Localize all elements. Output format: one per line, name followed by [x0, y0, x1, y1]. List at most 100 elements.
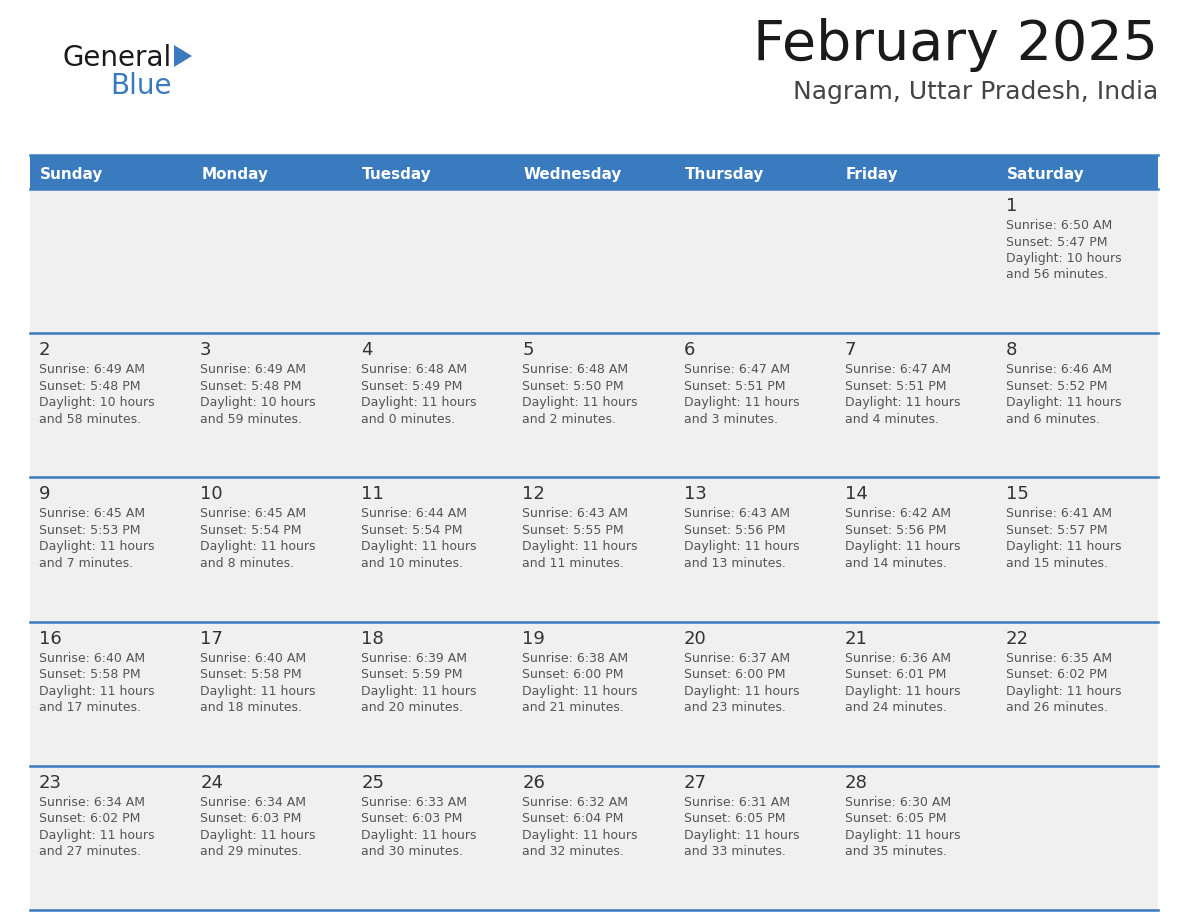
Text: Sunset: 5:48 PM: Sunset: 5:48 PM [200, 380, 302, 393]
Bar [191, 189, 353, 333]
Bar [513, 189, 675, 333]
Bar [353, 189, 513, 333]
Text: 28: 28 [845, 774, 867, 792]
Text: Daylight: 11 hours: Daylight: 11 hours [683, 541, 800, 554]
Text: and 2 minutes.: and 2 minutes. [523, 413, 617, 426]
Text: 4: 4 [361, 341, 373, 359]
Text: and 29 minutes.: and 29 minutes. [200, 845, 302, 858]
Bar [835, 189, 997, 333]
Text: and 10 minutes.: and 10 minutes. [361, 557, 463, 570]
Text: Sunset: 5:49 PM: Sunset: 5:49 PM [361, 380, 462, 393]
Text: Daylight: 11 hours: Daylight: 11 hours [845, 541, 960, 554]
Bar [191, 333, 353, 477]
Text: Sunrise: 6:41 AM: Sunrise: 6:41 AM [1006, 508, 1112, 521]
Bar [997, 477, 1158, 621]
Text: Sunset: 5:54 PM: Sunset: 5:54 PM [200, 524, 302, 537]
Text: 16: 16 [39, 630, 62, 647]
Bar [513, 333, 675, 477]
Text: 11: 11 [361, 486, 384, 503]
Text: 19: 19 [523, 630, 545, 647]
Text: Sunrise: 6:37 AM: Sunrise: 6:37 AM [683, 652, 790, 665]
Text: Daylight: 10 hours: Daylight: 10 hours [39, 397, 154, 409]
Text: Sunrise: 6:43 AM: Sunrise: 6:43 AM [683, 508, 790, 521]
Bar [30, 333, 191, 477]
Text: Sunset: 5:54 PM: Sunset: 5:54 PM [361, 524, 463, 537]
Text: Sunrise: 6:34 AM: Sunrise: 6:34 AM [200, 796, 307, 809]
Text: Sunset: 6:03 PM: Sunset: 6:03 PM [200, 812, 302, 825]
Bar [675, 477, 835, 621]
Text: and 11 minutes.: and 11 minutes. [523, 557, 625, 570]
Text: Daylight: 11 hours: Daylight: 11 hours [683, 829, 800, 842]
Text: and 20 minutes.: and 20 minutes. [361, 701, 463, 714]
Text: 10: 10 [200, 486, 223, 503]
Text: Sunset: 5:58 PM: Sunset: 5:58 PM [39, 668, 140, 681]
Bar [675, 333, 835, 477]
Text: Sunset: 6:05 PM: Sunset: 6:05 PM [683, 812, 785, 825]
Text: and 56 minutes.: and 56 minutes. [1006, 268, 1108, 282]
Text: Daylight: 11 hours: Daylight: 11 hours [361, 685, 476, 698]
Text: Sunrise: 6:38 AM: Sunrise: 6:38 AM [523, 652, 628, 665]
Text: and 26 minutes.: and 26 minutes. [1006, 701, 1107, 714]
Bar [30, 155, 1158, 189]
Text: Sunset: 5:56 PM: Sunset: 5:56 PM [845, 524, 946, 537]
Text: Daylight: 11 hours: Daylight: 11 hours [39, 541, 154, 554]
Text: Sunset: 6:02 PM: Sunset: 6:02 PM [1006, 668, 1107, 681]
Text: Daylight: 11 hours: Daylight: 11 hours [39, 685, 154, 698]
Bar [513, 477, 675, 621]
Bar [835, 621, 997, 766]
Polygon shape [173, 45, 192, 67]
Text: Sunset: 6:01 PM: Sunset: 6:01 PM [845, 668, 946, 681]
Bar [835, 477, 997, 621]
Text: and 3 minutes.: and 3 minutes. [683, 413, 778, 426]
Text: Daylight: 11 hours: Daylight: 11 hours [361, 397, 476, 409]
Text: Sunrise: 6:35 AM: Sunrise: 6:35 AM [1006, 652, 1112, 665]
Text: and 35 minutes.: and 35 minutes. [845, 845, 947, 858]
Text: Sunrise: 6:49 AM: Sunrise: 6:49 AM [39, 364, 145, 376]
Text: and 17 minutes.: and 17 minutes. [39, 701, 141, 714]
Text: and 0 minutes.: and 0 minutes. [361, 413, 455, 426]
Bar [353, 477, 513, 621]
Text: Sunrise: 6:48 AM: Sunrise: 6:48 AM [361, 364, 467, 376]
Text: Sunrise: 6:40 AM: Sunrise: 6:40 AM [39, 652, 145, 665]
Bar [835, 333, 997, 477]
Text: Sunset: 5:52 PM: Sunset: 5:52 PM [1006, 380, 1107, 393]
Text: Sunrise: 6:40 AM: Sunrise: 6:40 AM [200, 652, 307, 665]
Text: Daylight: 11 hours: Daylight: 11 hours [845, 829, 960, 842]
Text: 15: 15 [1006, 486, 1029, 503]
Bar [30, 189, 191, 333]
Text: 12: 12 [523, 486, 545, 503]
Text: 3: 3 [200, 341, 211, 359]
Text: and 18 minutes.: and 18 minutes. [200, 701, 302, 714]
Text: 20: 20 [683, 630, 707, 647]
Text: and 59 minutes.: and 59 minutes. [200, 413, 302, 426]
Text: Sunset: 5:53 PM: Sunset: 5:53 PM [39, 524, 140, 537]
Text: and 30 minutes.: and 30 minutes. [361, 845, 463, 858]
Text: Daylight: 11 hours: Daylight: 11 hours [683, 397, 800, 409]
Text: Sunrise: 6:44 AM: Sunrise: 6:44 AM [361, 508, 467, 521]
Text: and 21 minutes.: and 21 minutes. [523, 701, 625, 714]
Text: 17: 17 [200, 630, 223, 647]
Text: Sunrise: 6:43 AM: Sunrise: 6:43 AM [523, 508, 628, 521]
Text: and 6 minutes.: and 6 minutes. [1006, 413, 1100, 426]
Text: Saturday: Saturday [1007, 166, 1085, 182]
Bar [353, 621, 513, 766]
Text: and 14 minutes.: and 14 minutes. [845, 557, 947, 570]
Text: and 58 minutes.: and 58 minutes. [39, 413, 141, 426]
Text: Daylight: 11 hours: Daylight: 11 hours [523, 685, 638, 698]
Text: Sunrise: 6:45 AM: Sunrise: 6:45 AM [200, 508, 307, 521]
Text: Daylight: 10 hours: Daylight: 10 hours [200, 397, 316, 409]
Text: 26: 26 [523, 774, 545, 792]
Text: 2: 2 [39, 341, 51, 359]
Bar [997, 189, 1158, 333]
Text: Sunrise: 6:39 AM: Sunrise: 6:39 AM [361, 652, 467, 665]
Text: 18: 18 [361, 630, 384, 647]
Text: 8: 8 [1006, 341, 1017, 359]
Text: 6: 6 [683, 341, 695, 359]
Text: Daylight: 10 hours: Daylight: 10 hours [1006, 252, 1121, 265]
Text: and 8 minutes.: and 8 minutes. [200, 557, 295, 570]
Text: 1: 1 [1006, 197, 1017, 215]
Text: Sunset: 6:00 PM: Sunset: 6:00 PM [683, 668, 785, 681]
Text: Sunset: 5:50 PM: Sunset: 5:50 PM [523, 380, 624, 393]
Bar [30, 477, 191, 621]
Text: 5: 5 [523, 341, 533, 359]
